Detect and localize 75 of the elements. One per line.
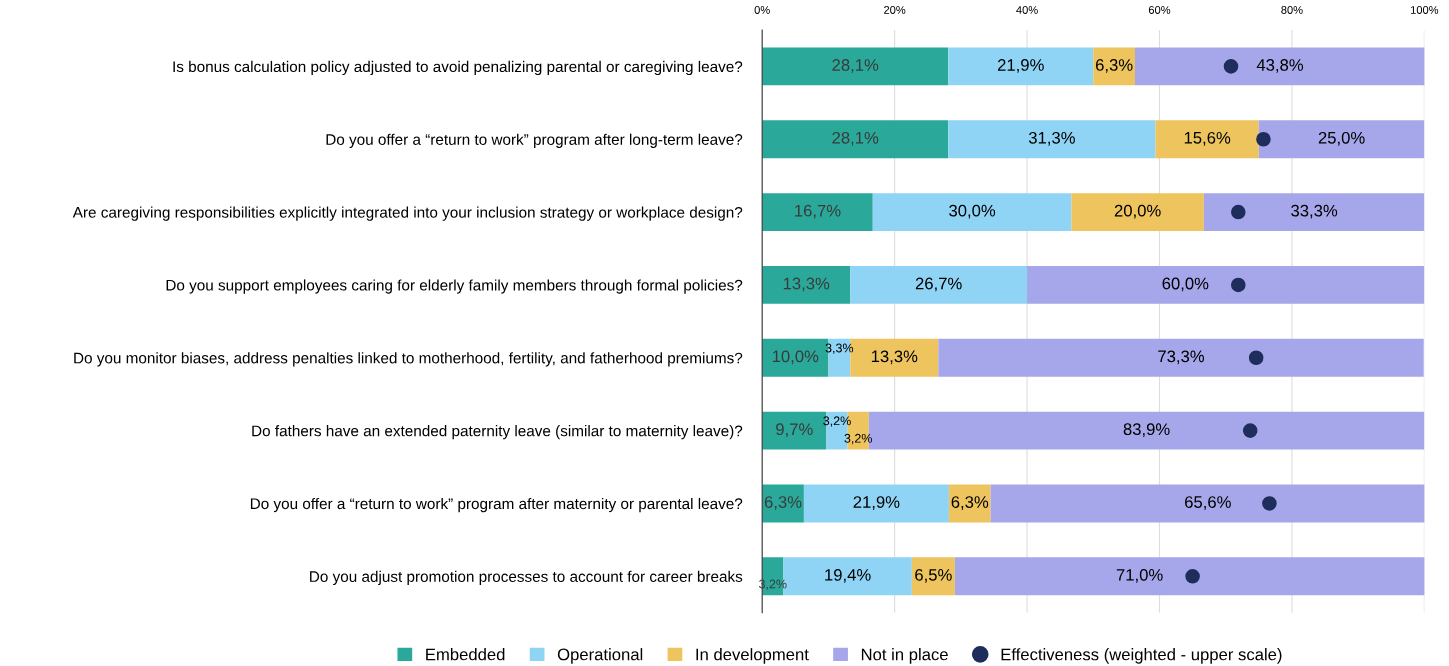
x-tick-label: 80% xyxy=(1281,6,1303,14)
data-label: 65,6% xyxy=(1185,496,1231,510)
bar xyxy=(948,484,991,523)
data-label: 9,7% xyxy=(776,423,813,438)
legend-label: Effectiveness (weighted - upper scale) xyxy=(1001,648,1282,664)
data-label: 20,0% xyxy=(1114,204,1161,219)
legend-label: Embedded xyxy=(426,648,505,661)
data-label: 30,0% xyxy=(949,204,996,219)
bar xyxy=(1258,120,1425,159)
y-tick-label: Do you offer a “return to work” program after long-term leave? xyxy=(326,133,743,148)
data-label: 15,6% xyxy=(1184,131,1231,146)
bar xyxy=(762,265,851,304)
data-label: 60,0% xyxy=(1162,277,1209,292)
bar xyxy=(938,338,1424,377)
bar xyxy=(1155,120,1259,159)
data-label: 6,3% xyxy=(764,496,802,510)
data-label: 6,5% xyxy=(915,568,952,583)
point xyxy=(1185,569,1200,584)
data-label: 13,3% xyxy=(783,277,830,292)
point xyxy=(1262,496,1277,511)
bar xyxy=(948,120,1156,159)
data-label: 28,1% xyxy=(832,59,879,73)
bar xyxy=(762,193,873,232)
bar xyxy=(1134,47,1425,86)
bar xyxy=(990,484,1425,523)
bar xyxy=(803,484,949,523)
bar xyxy=(911,557,955,596)
x-tick-label: 0% xyxy=(754,6,770,14)
point xyxy=(1248,350,1264,366)
legend-label: Not in place xyxy=(861,648,948,664)
legend-label: Operational xyxy=(557,648,643,664)
point xyxy=(1256,131,1271,147)
bar xyxy=(1071,193,1204,232)
y-tick-label: Is bonus calculation policy adjusted to avoid penalizing parental or caregiving leave? xyxy=(173,60,743,76)
y-tick-label: Do you support employees caring for elderly family members through formal policies? xyxy=(166,279,743,294)
x-tick-label: 20% xyxy=(884,6,906,14)
data-label: 13,3% xyxy=(871,350,918,365)
y-tick-label: Do you offer a “return to work” program after maternity or parental leave? xyxy=(250,497,743,513)
point xyxy=(1231,204,1246,220)
point xyxy=(1242,423,1258,438)
data-label: 33,3% xyxy=(1291,204,1338,219)
data-label: 43,8% xyxy=(1256,59,1304,73)
bar xyxy=(1027,265,1425,304)
y-tick-label: Are caregiving responsibilities explicitly integrated into your inclusion strategy or workplace design? xyxy=(72,206,743,221)
data-label: 28,1% xyxy=(832,131,879,146)
data-label: 31,3% xyxy=(1028,131,1075,146)
data-label: 6,3% xyxy=(1095,59,1133,73)
data-label: 71,0% xyxy=(1116,568,1163,583)
y-tick-label: Do fathers have an extended paternity leave (similar to maternity leave)? xyxy=(252,425,743,440)
point xyxy=(1231,277,1246,293)
data-label: 25,0% xyxy=(1318,131,1365,146)
bar xyxy=(762,120,949,159)
bar xyxy=(1203,193,1425,232)
y-tick-label: Do you adjust promotion processes to account for career breaks xyxy=(310,570,743,585)
x-tick-label: 100% xyxy=(1411,6,1439,14)
data-label: 21,9% xyxy=(853,496,900,510)
legend-label: In development xyxy=(696,648,809,664)
bar xyxy=(762,47,949,86)
data-label: 73,3% xyxy=(1158,350,1205,365)
bar xyxy=(850,265,1028,304)
x-tick-label: 40% xyxy=(1016,6,1038,14)
x-tick-label: 60% xyxy=(1148,6,1171,14)
data-label: 16,7% xyxy=(795,204,841,219)
data-label: 83,9% xyxy=(1123,423,1170,438)
bar xyxy=(1093,47,1135,86)
bar xyxy=(948,47,1094,86)
data-label: 6,3% xyxy=(951,496,989,510)
point xyxy=(1223,59,1239,74)
data-label: 21,9% xyxy=(997,59,1044,73)
data-label: 19,4% xyxy=(825,568,871,583)
bar xyxy=(872,193,1072,232)
y-tick-label: Do you monitor biases, address penalties linked to motherhood, fertility, and fatherhood premiums? xyxy=(74,352,743,367)
data-label: 10,0% xyxy=(772,350,819,365)
bar xyxy=(954,557,1425,596)
data-label: 26,7% xyxy=(915,277,962,292)
